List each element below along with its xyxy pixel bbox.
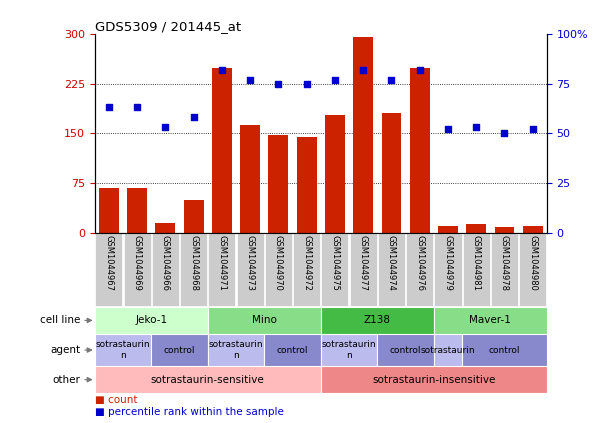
Text: GDS5309 / 201445_at: GDS5309 / 201445_at bbox=[95, 20, 241, 33]
Text: Maver-1: Maver-1 bbox=[469, 316, 511, 325]
Point bbox=[387, 76, 397, 83]
Point bbox=[528, 126, 538, 133]
Point bbox=[217, 66, 227, 73]
Bar bbox=[523, 226, 543, 233]
FancyBboxPatch shape bbox=[406, 233, 433, 306]
FancyBboxPatch shape bbox=[123, 233, 151, 306]
Point bbox=[330, 76, 340, 83]
FancyBboxPatch shape bbox=[236, 233, 264, 306]
FancyBboxPatch shape bbox=[180, 233, 207, 306]
FancyBboxPatch shape bbox=[152, 233, 179, 306]
Bar bbox=[325, 115, 345, 233]
Bar bbox=[494, 227, 514, 233]
FancyBboxPatch shape bbox=[293, 233, 320, 306]
Point bbox=[245, 76, 255, 83]
Text: sotrastaurin-insensitive: sotrastaurin-insensitive bbox=[372, 375, 496, 385]
FancyBboxPatch shape bbox=[208, 334, 264, 366]
Text: GSM1044977: GSM1044977 bbox=[359, 235, 368, 291]
Point bbox=[443, 126, 453, 133]
Bar bbox=[353, 37, 373, 233]
FancyBboxPatch shape bbox=[95, 366, 321, 393]
Bar bbox=[240, 125, 260, 233]
FancyBboxPatch shape bbox=[321, 334, 378, 366]
Point bbox=[415, 66, 425, 73]
Point bbox=[358, 66, 368, 73]
FancyBboxPatch shape bbox=[491, 233, 518, 306]
Bar bbox=[268, 135, 288, 233]
Text: GSM1044975: GSM1044975 bbox=[331, 235, 339, 291]
Text: ■ count: ■ count bbox=[95, 395, 137, 405]
Text: GSM1044978: GSM1044978 bbox=[500, 235, 509, 291]
Text: GSM1044967: GSM1044967 bbox=[104, 235, 113, 291]
FancyBboxPatch shape bbox=[95, 334, 152, 366]
Point bbox=[189, 114, 199, 121]
Text: sotrastaurin-sensitive: sotrastaurin-sensitive bbox=[151, 375, 265, 385]
FancyBboxPatch shape bbox=[519, 233, 546, 306]
Bar bbox=[127, 187, 147, 233]
FancyBboxPatch shape bbox=[321, 233, 348, 306]
FancyBboxPatch shape bbox=[434, 233, 461, 306]
Text: ■ percentile rank within the sample: ■ percentile rank within the sample bbox=[95, 407, 284, 417]
Point bbox=[500, 130, 510, 137]
FancyBboxPatch shape bbox=[349, 233, 377, 306]
Text: sotrastaurin
n: sotrastaurin n bbox=[322, 341, 376, 360]
Text: Mino: Mino bbox=[252, 316, 277, 325]
Bar bbox=[466, 224, 486, 233]
Text: Z138: Z138 bbox=[364, 316, 391, 325]
FancyBboxPatch shape bbox=[208, 233, 235, 306]
Text: GSM1044971: GSM1044971 bbox=[218, 235, 226, 291]
FancyBboxPatch shape bbox=[463, 233, 490, 306]
FancyBboxPatch shape bbox=[378, 334, 434, 366]
FancyBboxPatch shape bbox=[95, 233, 122, 306]
Bar bbox=[184, 200, 203, 233]
Text: GSM1044966: GSM1044966 bbox=[161, 235, 170, 291]
Text: GSM1044981: GSM1044981 bbox=[472, 235, 481, 291]
Bar bbox=[212, 68, 232, 233]
Text: GSM1044973: GSM1044973 bbox=[246, 235, 255, 291]
Text: control: control bbox=[390, 346, 422, 354]
FancyBboxPatch shape bbox=[462, 334, 547, 366]
Bar bbox=[155, 223, 175, 233]
Text: GSM1044968: GSM1044968 bbox=[189, 235, 198, 291]
FancyBboxPatch shape bbox=[321, 366, 547, 393]
Text: GSM1044970: GSM1044970 bbox=[274, 235, 283, 291]
FancyBboxPatch shape bbox=[321, 307, 434, 334]
FancyBboxPatch shape bbox=[434, 334, 462, 366]
Point bbox=[104, 104, 114, 111]
FancyBboxPatch shape bbox=[378, 233, 405, 306]
FancyBboxPatch shape bbox=[95, 307, 208, 334]
Text: sotrastaurin
n: sotrastaurin n bbox=[209, 341, 263, 360]
Bar bbox=[410, 68, 430, 233]
Bar bbox=[99, 187, 119, 233]
FancyBboxPatch shape bbox=[152, 334, 208, 366]
FancyBboxPatch shape bbox=[265, 233, 292, 306]
Text: control: control bbox=[489, 346, 520, 354]
Text: other: other bbox=[53, 375, 81, 385]
Text: Jeko-1: Jeko-1 bbox=[135, 316, 167, 325]
FancyBboxPatch shape bbox=[434, 307, 547, 334]
FancyBboxPatch shape bbox=[264, 334, 321, 366]
Point bbox=[161, 124, 170, 131]
Point bbox=[302, 80, 312, 87]
Text: GSM1044976: GSM1044976 bbox=[415, 235, 424, 291]
Text: GSM1044980: GSM1044980 bbox=[529, 235, 537, 291]
Text: cell line: cell line bbox=[40, 316, 81, 325]
Text: sotrastaurin
n: sotrastaurin n bbox=[96, 341, 150, 360]
Text: GSM1044974: GSM1044974 bbox=[387, 235, 396, 291]
Bar bbox=[381, 113, 401, 233]
FancyBboxPatch shape bbox=[208, 307, 321, 334]
Bar bbox=[438, 226, 458, 233]
Text: control: control bbox=[164, 346, 196, 354]
Bar bbox=[297, 137, 316, 233]
Text: sotrastaurin: sotrastaurin bbox=[420, 346, 475, 354]
Text: agent: agent bbox=[51, 345, 81, 355]
Point bbox=[132, 104, 142, 111]
Point bbox=[274, 80, 284, 87]
Text: GSM1044972: GSM1044972 bbox=[302, 235, 311, 291]
Point bbox=[471, 124, 481, 131]
Text: GSM1044969: GSM1044969 bbox=[133, 235, 142, 291]
Text: control: control bbox=[277, 346, 309, 354]
Text: GSM1044979: GSM1044979 bbox=[444, 235, 452, 291]
